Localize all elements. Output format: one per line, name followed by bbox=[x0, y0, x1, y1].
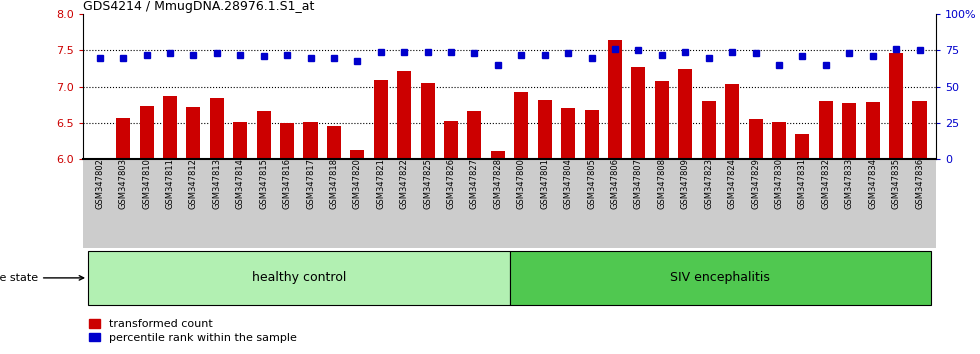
Bar bbox=[444, 121, 458, 354]
Bar bbox=[116, 118, 130, 354]
Bar bbox=[304, 121, 318, 354]
Bar bbox=[88, 251, 510, 305]
Bar bbox=[350, 150, 365, 354]
Bar bbox=[186, 107, 201, 354]
Text: SIV encephalitis: SIV encephalitis bbox=[670, 272, 770, 284]
Bar bbox=[865, 102, 880, 354]
Bar bbox=[491, 150, 505, 354]
Bar bbox=[373, 80, 388, 354]
Bar bbox=[562, 108, 575, 354]
Bar bbox=[702, 101, 715, 354]
Bar bbox=[257, 112, 270, 354]
Bar bbox=[749, 119, 762, 354]
Bar bbox=[678, 69, 692, 354]
Bar bbox=[510, 251, 931, 305]
Bar bbox=[420, 83, 435, 354]
Bar bbox=[467, 111, 481, 354]
Bar bbox=[842, 103, 857, 354]
Bar bbox=[93, 159, 107, 354]
Text: disease state: disease state bbox=[0, 273, 83, 283]
Bar bbox=[725, 84, 739, 354]
Bar bbox=[538, 100, 552, 354]
Text: healthy control: healthy control bbox=[252, 272, 346, 284]
Bar bbox=[796, 134, 809, 354]
Legend: transformed count, percentile rank within the sample: transformed count, percentile rank withi… bbox=[89, 319, 297, 343]
Bar bbox=[514, 92, 528, 354]
Bar bbox=[608, 40, 622, 354]
Bar bbox=[655, 81, 669, 354]
Bar bbox=[233, 121, 247, 354]
Bar bbox=[397, 71, 412, 354]
Bar bbox=[210, 98, 223, 354]
Bar bbox=[584, 110, 599, 354]
Bar bbox=[139, 106, 154, 354]
Bar bbox=[912, 101, 926, 354]
Bar bbox=[889, 53, 904, 354]
Bar bbox=[772, 122, 786, 354]
Bar bbox=[818, 101, 833, 354]
Text: GDS4214 / MmugDNA.28976.1.S1_at: GDS4214 / MmugDNA.28976.1.S1_at bbox=[83, 0, 315, 13]
Bar bbox=[280, 123, 294, 354]
Bar bbox=[631, 67, 646, 354]
Bar bbox=[327, 126, 341, 354]
Bar bbox=[163, 96, 177, 354]
